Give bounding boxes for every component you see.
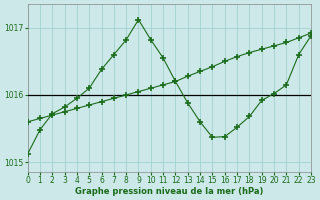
X-axis label: Graphe pression niveau de la mer (hPa): Graphe pression niveau de la mer (hPa): [75, 187, 263, 196]
